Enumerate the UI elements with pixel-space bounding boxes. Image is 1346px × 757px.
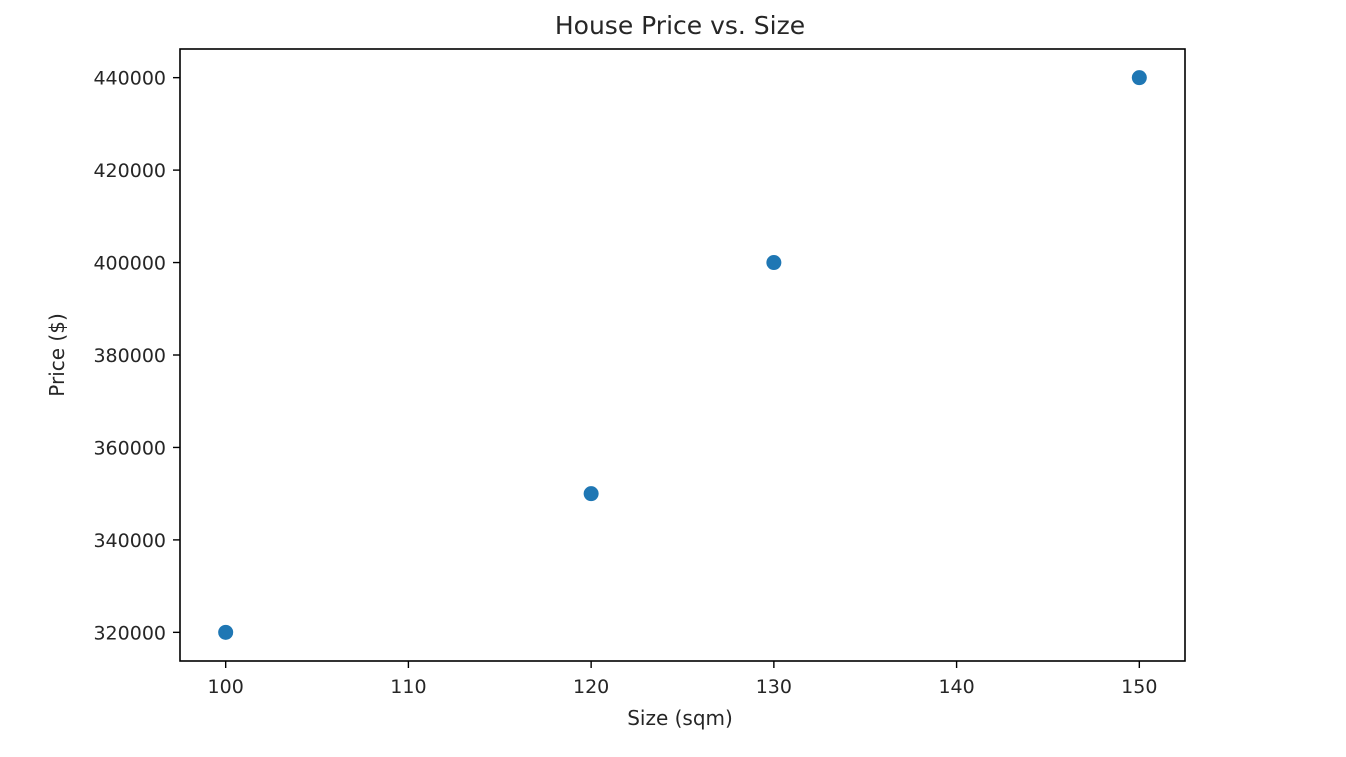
data-points: [218, 70, 1147, 640]
x-axis: 100 110 120 130 140 150: [208, 661, 1157, 698]
data-point: [766, 255, 782, 271]
x-tick-label: 110: [390, 676, 426, 698]
y-tick-label: 360000: [93, 437, 166, 459]
y-tick-label: 340000: [93, 530, 166, 552]
y-tick-label: 320000: [93, 622, 166, 644]
y-axis-label: Price ($): [45, 313, 69, 396]
x-tick-label: 130: [756, 676, 792, 698]
x-tick-label: 120: [573, 676, 609, 698]
x-tick-label: 100: [208, 676, 244, 698]
plot-frame: [179, 48, 1186, 662]
chart-title: House Price vs. Size: [555, 11, 805, 40]
data-point: [583, 486, 599, 502]
x-tick-label: 150: [1121, 676, 1157, 698]
y-tick-label: 400000: [93, 253, 166, 275]
data-point: [218, 624, 234, 640]
y-tick-label: 440000: [93, 68, 166, 90]
y-tick-label: 380000: [93, 345, 166, 367]
x-tick-label: 140: [938, 676, 974, 698]
y-tick-label: 420000: [93, 160, 166, 182]
x-axis-label: Size (sqm): [627, 706, 733, 730]
data-point: [1131, 70, 1147, 86]
y-axis: 320000 340000 360000 380000 400000 420000 4400…: [93, 68, 180, 644]
